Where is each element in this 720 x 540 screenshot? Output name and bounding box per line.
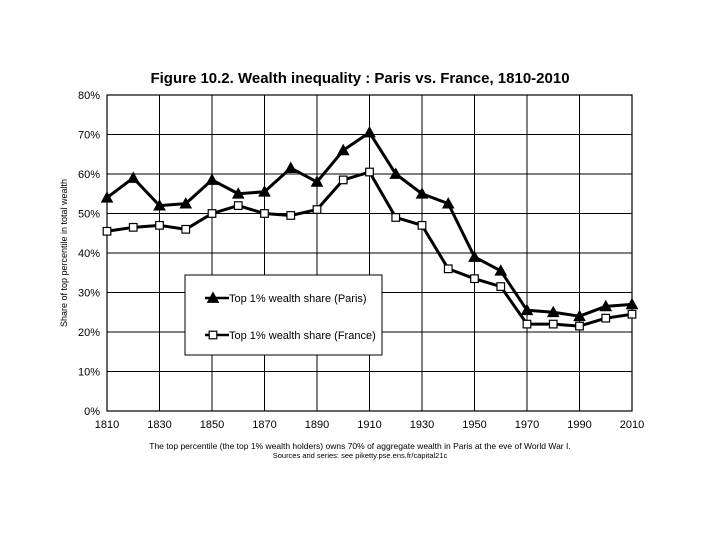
data-point [233, 201, 243, 211]
chart-source: Sources and series: see piketty.pse.ens.… [273, 451, 448, 460]
x-tick-label: 1850 [200, 419, 224, 431]
data-point [546, 305, 560, 318]
plot-area-border [106, 94, 633, 412]
data-point [100, 191, 114, 203]
x-tick-label: 1950 [462, 419, 486, 431]
data-point [573, 309, 586, 322]
data-point [548, 319, 558, 329]
series-paris [100, 125, 639, 322]
data-point [625, 297, 639, 310]
x-tick-label: 1930 [410, 419, 434, 431]
data-point [338, 175, 348, 185]
data-point [496, 282, 506, 291]
data-point [205, 173, 219, 185]
data-point [415, 187, 429, 199]
x-tick-label: 1830 [147, 419, 171, 431]
data-point [155, 220, 164, 230]
data-point [365, 167, 374, 177]
y-axis-ticks: 0% 10% 20% 30% 40% 50% 60% 70% 80% [78, 90, 100, 418]
y-tick-label: 40% [78, 248, 100, 260]
y-tick-label: 30% [78, 288, 100, 300]
x-tick-label: 1990 [567, 419, 591, 431]
y-tick-label: 60% [78, 169, 100, 181]
y-tick-label: 70% [78, 130, 100, 142]
legend: Top 1% wealth share (Paris) Top 1% wealth… [184, 274, 383, 356]
grid [106, 94, 633, 412]
data-point [153, 199, 166, 211]
data-point [284, 161, 298, 173]
data-point [417, 220, 427, 230]
data-point [520, 303, 534, 316]
data-point [468, 250, 481, 262]
data-point [470, 274, 479, 284]
data-point [443, 264, 453, 274]
x-tick-label: 2010 [620, 419, 644, 431]
data-point [389, 167, 403, 179]
data-point [310, 175, 324, 187]
x-tick-label: 1890 [305, 419, 329, 431]
y-tick-label: 80% [78, 90, 100, 102]
data-point [128, 222, 138, 232]
x-tick-label: 1870 [252, 419, 276, 431]
data-point [441, 197, 455, 209]
x-tick-label: 1910 [357, 419, 381, 431]
data-point [258, 185, 271, 197]
chart-caption: The top percentile (the top 1% wealth ho… [149, 441, 570, 451]
data-point [179, 197, 193, 209]
y-axis-label: Share of top percentile in total wealth [59, 179, 69, 327]
data-point [522, 319, 532, 329]
data-point [181, 224, 191, 234]
data-point [627, 309, 637, 319]
data-point [207, 209, 217, 218]
legend-marker [206, 291, 220, 303]
legend-label: Top 1% wealth share (Paris) [229, 293, 367, 305]
y-tick-label: 10% [78, 367, 100, 379]
data-point [575, 321, 584, 331]
data-point [336, 143, 350, 156]
legend-label: Top 1% wealth share (France) [229, 330, 376, 342]
data-point [286, 211, 296, 220]
legend-box [184, 274, 383, 356]
data-point [312, 205, 322, 214]
data-point [126, 171, 140, 183]
y-tick-label: 0% [84, 406, 100, 418]
data-point [231, 187, 245, 199]
legend-marker [208, 330, 218, 340]
chart-title: Figure 10.2. Wealth inequality : Paris v… [150, 70, 569, 87]
data-point [260, 209, 269, 218]
series-group [100, 125, 639, 331]
y-tick-label: 20% [78, 327, 100, 339]
y-tick-label: 50% [78, 209, 100, 221]
data-point [599, 299, 613, 312]
x-tick-label: 1810 [95, 419, 119, 431]
x-tick-label: 1970 [515, 419, 539, 431]
data-point [363, 125, 376, 138]
data-point [391, 213, 401, 222]
legend-entries: Top 1% wealth share (Paris) Top 1% wealth… [205, 291, 376, 342]
data-point [494, 264, 508, 276]
x-axis-ticks: 1810 1830 1850 1870 1890 1910 1930 1950 1970 1990… [95, 419, 644, 431]
series-france [102, 167, 637, 331]
data-point [102, 226, 112, 236]
data-point [601, 313, 611, 323]
